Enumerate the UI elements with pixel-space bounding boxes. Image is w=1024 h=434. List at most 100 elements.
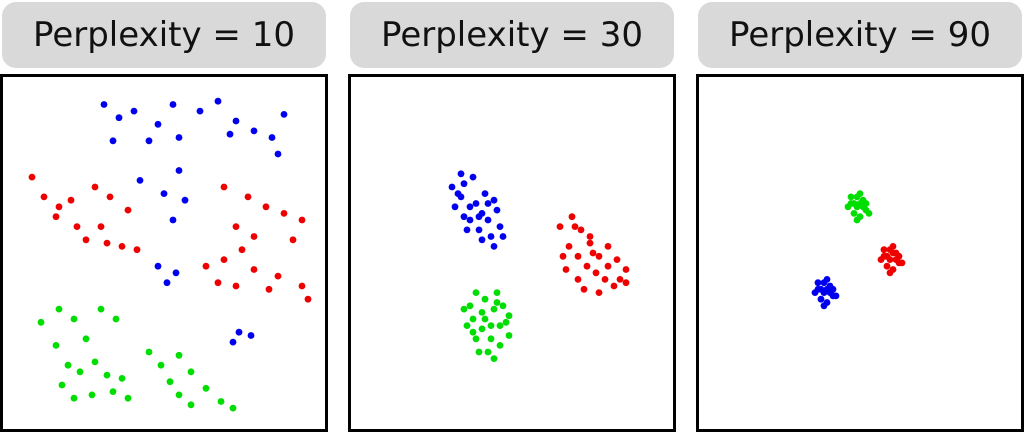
data-point — [280, 111, 288, 118]
blue-cluster — [100, 97, 288, 346]
data-point — [811, 289, 819, 296]
green-cluster — [37, 305, 237, 412]
chart-title: Perplexity = 30 — [350, 2, 674, 68]
data-point — [469, 315, 477, 323]
data-point — [163, 279, 171, 287]
data-point — [262, 203, 270, 211]
data-point — [496, 223, 504, 231]
data-point — [460, 180, 468, 188]
data-point — [157, 361, 165, 369]
data-point — [817, 295, 825, 303]
data-point — [55, 305, 63, 313]
data-point — [124, 206, 132, 214]
panel-perplexity-30: Perplexity = 30 — [348, 0, 676, 434]
data-point — [883, 262, 891, 270]
plot-frame — [696, 74, 1024, 432]
data-point — [877, 256, 885, 263]
data-point — [40, 193, 48, 201]
green-cluster — [460, 289, 513, 362]
data-point — [466, 302, 474, 310]
data-point — [487, 322, 495, 329]
data-point — [490, 196, 498, 204]
data-point — [562, 266, 570, 273]
data-point — [556, 223, 564, 231]
data-point — [853, 216, 861, 224]
data-point — [592, 269, 600, 277]
data-point — [613, 256, 621, 263]
data-point — [172, 269, 180, 277]
scatter-svg — [0, 74, 328, 432]
data-point — [505, 332, 513, 339]
data-point — [622, 279, 630, 287]
data-point — [268, 134, 276, 141]
data-point — [238, 246, 246, 254]
data-point — [106, 193, 114, 201]
data-point — [175, 134, 183, 141]
data-point — [214, 279, 222, 287]
data-point — [577, 226, 585, 234]
data-point — [52, 342, 60, 349]
data-point — [583, 262, 591, 270]
data-point — [496, 322, 504, 329]
data-point — [451, 203, 459, 211]
data-point — [250, 127, 258, 135]
data-point — [304, 295, 312, 303]
data-point — [229, 404, 237, 412]
scatter-svg — [696, 74, 1024, 432]
data-point — [97, 305, 105, 313]
data-point — [484, 216, 492, 224]
data-point — [217, 398, 225, 405]
data-point — [865, 210, 873, 217]
data-point — [844, 203, 852, 211]
data-point — [232, 117, 240, 125]
data-point — [586, 233, 594, 240]
data-point — [502, 318, 510, 326]
data-point — [70, 394, 78, 402]
data-point — [235, 328, 243, 336]
data-point — [103, 371, 111, 379]
data-point — [274, 150, 282, 158]
data-point — [850, 200, 858, 207]
data-point — [88, 391, 96, 399]
data-point — [289, 236, 297, 244]
data-point — [472, 289, 480, 296]
data-point — [166, 378, 174, 386]
data-point — [202, 384, 210, 392]
data-point — [145, 348, 153, 356]
data-point — [226, 130, 234, 138]
data-point — [493, 289, 501, 296]
data-point — [448, 183, 456, 191]
data-point — [823, 276, 831, 283]
data-point — [466, 203, 474, 211]
data-point — [232, 223, 240, 231]
data-point — [280, 210, 288, 217]
data-point — [109, 388, 117, 395]
plot-frame — [348, 74, 676, 432]
blue-cluster — [448, 170, 507, 250]
data-point — [487, 335, 495, 343]
data-point — [496, 342, 504, 349]
data-point — [574, 252, 582, 260]
plot-frame — [0, 74, 328, 432]
data-point — [82, 236, 90, 244]
data-point — [298, 282, 306, 290]
data-point — [97, 223, 105, 231]
data-point — [499, 233, 507, 240]
data-point — [28, 173, 36, 181]
data-point — [481, 295, 489, 303]
data-point — [616, 276, 624, 283]
data-point — [484, 200, 492, 207]
data-point — [460, 213, 468, 221]
data-point — [118, 243, 126, 250]
data-point — [895, 252, 903, 260]
data-point — [610, 282, 618, 290]
scatter-plot — [348, 74, 676, 432]
data-point — [604, 262, 612, 270]
data-point — [478, 325, 486, 333]
data-point — [493, 299, 501, 306]
data-point — [64, 361, 72, 369]
data-point — [136, 177, 144, 184]
red-cluster — [556, 213, 630, 296]
data-point — [100, 101, 108, 108]
data-point — [154, 120, 162, 128]
